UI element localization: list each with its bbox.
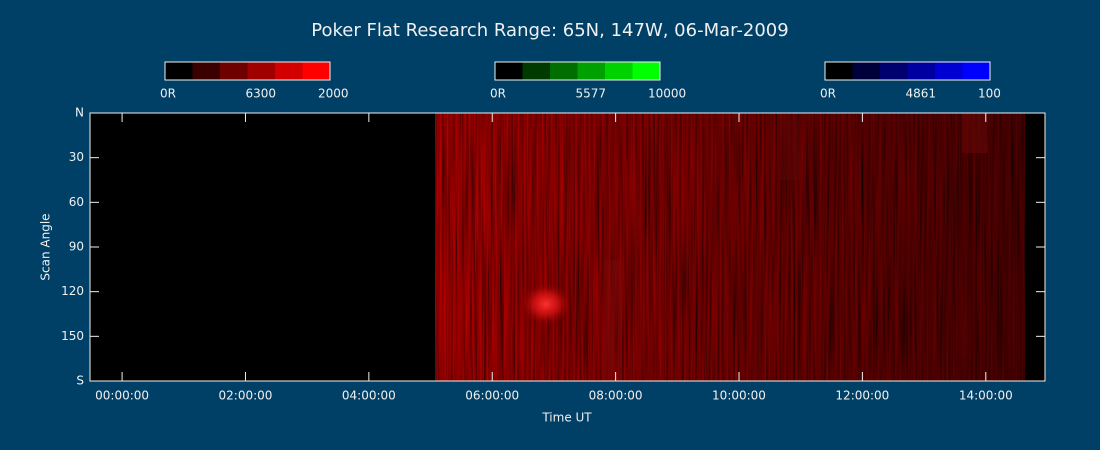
y-tick-label: N [75,106,84,120]
x-tick-label: 02:00:00 [219,389,273,403]
colorbar-segment [962,62,990,80]
colorbar-frame [164,61,331,81]
keogram-image [90,113,1045,381]
x-tick-label: 10:00:00 [712,389,766,403]
bright-spot [520,282,572,326]
colorbar-label: 5577 [576,87,607,101]
x-tick-label: 14:00:00 [959,389,1013,403]
y-axis-label: Scan Angle [39,213,53,280]
colorbar-segment [632,62,660,80]
data-shade [435,113,1025,381]
colorbar-segment [192,62,220,80]
colorbar-segment [880,62,908,80]
x-tick-label: 06:00:00 [465,389,519,403]
colorbar-frame [824,61,991,81]
colorbar-segment [247,62,275,80]
colorbar-segment [550,62,578,80]
x-axis-label: Time UT [541,411,592,425]
colorbar-label: 6300 [246,87,277,101]
x-tick-label: 08:00:00 [589,389,643,403]
x-tick-label: 00:00:00 [95,389,149,403]
colorbar-label: 10000 [648,87,686,101]
streak [962,113,988,153]
colorbar-segment [220,62,248,80]
colorbar-segment [522,62,550,80]
y-tick-label: 90 [69,240,84,254]
colorbar-segment [935,62,963,80]
colorbar-label: 0R [490,87,506,101]
streak [604,260,622,381]
y-tick-label: 120 [61,284,84,298]
colorbar-label: 100 [978,87,1001,101]
y-tick-label: 30 [69,150,84,164]
y-tick-label: 60 [69,195,84,209]
colorbar-segment [907,62,935,80]
colorbar-segment [275,62,303,80]
x-tick-label: 12:00:00 [835,389,889,403]
colorbar-segment [852,62,880,80]
colorbar-segment [165,62,193,80]
colorbar-label: 4861 [906,87,937,101]
x-tick-label: 04:00:00 [342,389,396,403]
colorbar-label: 0R [160,87,176,101]
y-tick-label: 150 [61,329,84,343]
chart-title: Poker Flat Research Range: 65N, 147W, 06… [311,20,788,41]
colorbar-label: 2000 [318,87,349,101]
colorbar-segment [577,62,605,80]
y-tick-label: S [76,374,84,388]
colorbar-segment [605,62,633,80]
colorbar-segment [495,62,523,80]
colorbar-label: 0R [820,87,836,101]
colorbar-segment [302,62,330,80]
colorbar-segment [825,62,853,80]
streak [780,120,800,180]
colorbar-frame [494,61,661,81]
